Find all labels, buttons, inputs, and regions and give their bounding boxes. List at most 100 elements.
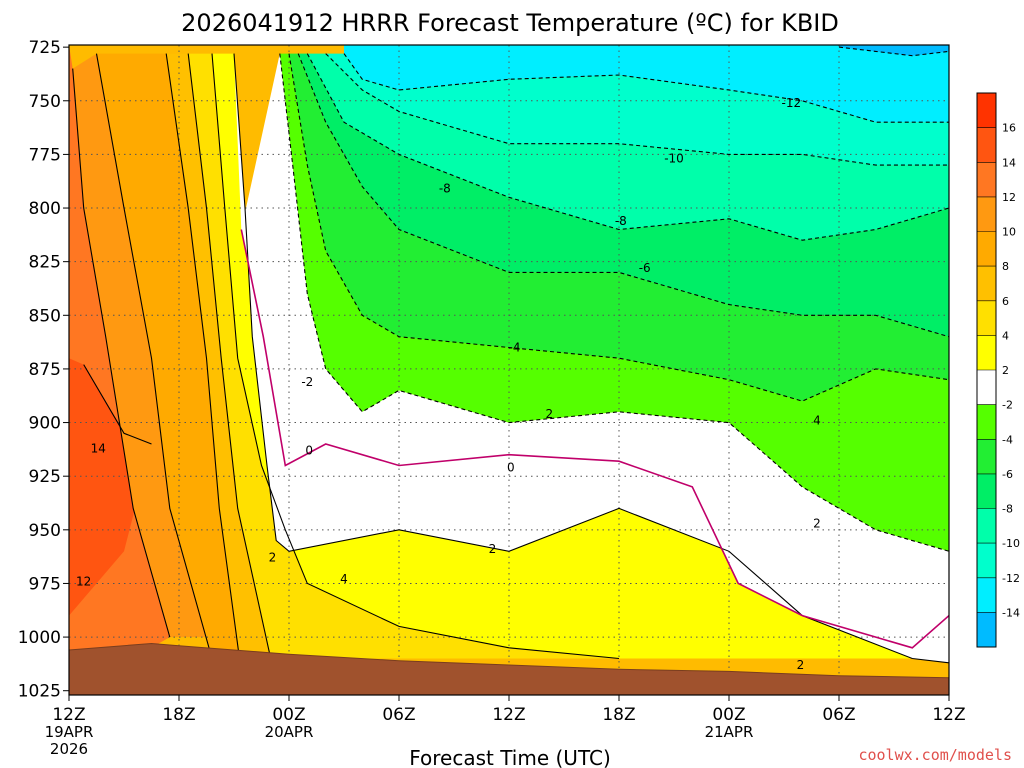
- contour-label-16: 2: [813, 516, 821, 530]
- contour-6: [187, 53, 272, 659]
- y-tick-label-1025: 1025: [18, 682, 61, 702]
- colorbar-label-1: 14: [1002, 156, 1016, 169]
- contour-label-17: 2: [797, 658, 805, 672]
- contour-label-14: -12: [781, 96, 801, 110]
- colorbar-swatch-3: [977, 196, 996, 232]
- colorbar-swatch-14: [977, 577, 996, 613]
- colorbar-swatch-0: [977, 93, 996, 129]
- contour-8: [165, 53, 241, 659]
- contour-label-13: -10: [664, 152, 684, 166]
- colorbar-swatch-11: [977, 473, 996, 509]
- colorbar-label-11: -8: [1002, 503, 1013, 516]
- x-tick-label-7: 06Z: [822, 705, 855, 725]
- band-below-minus-14: [839, 45, 949, 56]
- band--8: [307, 53, 949, 241]
- x-tick-label-0: 12Z: [52, 705, 85, 725]
- y-tick-label-1000: 1000: [18, 628, 61, 648]
- colorbar-label-10: -6: [1002, 468, 1013, 481]
- contour-label-10: 2: [489, 542, 497, 556]
- band--10: [325, 53, 949, 166]
- colorbar-swatch-5: [977, 266, 996, 302]
- contour-label-9: 0: [507, 461, 515, 475]
- surface-ground: [69, 642, 949, 695]
- colorbar: 16 14 12 10 8 6 4 2 -2 -4 -6 -8 -10 -12 -14: [976, 92, 1020, 648]
- contour-label-2: -2: [301, 375, 313, 389]
- x-tick-label-1: 18Z: [162, 705, 195, 725]
- colorbar-swatch-12: [977, 508, 996, 544]
- y-tick-label-800: 800: [29, 199, 61, 219]
- contour-label-7: -4: [509, 341, 521, 355]
- colorbar-label-3: 10: [1002, 226, 1016, 239]
- x-tick-date-0: 19APR: [45, 723, 94, 741]
- contour-4: [211, 53, 620, 660]
- band-above-14: [69, 358, 152, 616]
- y-tick-label-900: 900: [29, 414, 61, 434]
- contour-label-0: 14: [91, 441, 106, 455]
- y-axis: 725 750 775 800 825 850 875 900 925 950 975 1000 102…: [18, 38, 69, 702]
- colorbar-label-12: -10: [1002, 537, 1020, 550]
- y-tick-label-925: 925: [29, 467, 61, 487]
- colorbar-swatch-6: [977, 300, 996, 336]
- y-tick-label-950: 950: [29, 521, 61, 541]
- contour-label-4: 2: [269, 551, 277, 565]
- x-tick-label-8: 12Z: [932, 705, 965, 725]
- contour-label-8: 2: [545, 407, 553, 421]
- contour-label-6: -8: [439, 182, 451, 196]
- colorbar-swatch-4: [977, 231, 996, 267]
- band--12: [344, 45, 949, 123]
- contour-label-11: -6: [639, 261, 651, 275]
- contour-label-3: 0: [305, 443, 313, 457]
- contour--2: [279, 53, 949, 552]
- chart-title: 2026041912 HRRR Forecast Temperature (ºC…: [181, 9, 839, 37]
- contour--10: [325, 53, 949, 166]
- colorbar-swatch-8: [977, 370, 996, 406]
- x-tick-date-6: 21APR: [705, 723, 754, 741]
- contour--8: [306, 53, 949, 241]
- band--4: [289, 53, 949, 402]
- band--6: [298, 53, 949, 337]
- y-tick-label-850: 850: [29, 306, 61, 326]
- contour-label-5: 4: [340, 572, 348, 586]
- contour-label-15: 4: [813, 413, 821, 427]
- y-tick-label-825: 825: [29, 253, 61, 273]
- colorbar-label-0: 16: [1002, 122, 1016, 135]
- colorbar-label-13: -12: [1002, 572, 1020, 585]
- contour--4: [288, 53, 949, 402]
- band-8: [166, 53, 949, 659]
- colorbar-label-14: -14: [1002, 606, 1020, 619]
- x-tick-label-3: 06Z: [382, 705, 415, 725]
- y-tick-label-775: 775: [29, 145, 61, 165]
- x-tick-label-6: 00Z: [712, 705, 745, 725]
- colorbar-swatch-9: [977, 404, 996, 440]
- colorbar-swatch-15: [977, 612, 996, 648]
- band-2: [234, 53, 949, 663]
- contour-label-12: -8: [615, 214, 627, 228]
- band-0: [241, 53, 949, 648]
- contour--14: [838, 46, 949, 57]
- credit-text[interactable]: coolwx.com/models: [858, 746, 1012, 764]
- colorbar-swatch-1: [977, 127, 996, 163]
- x-axis-label: Forecast Time (UTC): [409, 746, 611, 768]
- colorbar-swatch-2: [977, 162, 996, 198]
- contour--12: [343, 53, 949, 123]
- y-tick-label-750: 750: [29, 92, 61, 112]
- contour-0: [240, 229, 949, 649]
- x-tick-label-5: 18Z: [602, 705, 635, 725]
- contour-14: [83, 364, 152, 445]
- colorbar-label-5: 6: [1002, 295, 1009, 308]
- colorbar-label-2: 12: [1002, 191, 1016, 204]
- x-tick-year-0: 2026: [50, 740, 88, 758]
- band-6: [188, 53, 949, 659]
- y-tick-label-725: 725: [29, 38, 61, 58]
- band-4: [212, 53, 949, 663]
- band-12: [72, 53, 949, 659]
- x-tick-label-2: 00Z: [272, 705, 305, 725]
- x-tick-label-4: 12Z: [492, 705, 525, 725]
- colorbar-label-7: 2: [1002, 364, 1009, 377]
- colorbar-label-4: 8: [1002, 260, 1009, 273]
- colorbar-swatch-7: [977, 335, 996, 371]
- colorbar-swatch-10: [977, 439, 996, 475]
- contour-10: [95, 53, 213, 659]
- temperature-bands: [69, 45, 949, 695]
